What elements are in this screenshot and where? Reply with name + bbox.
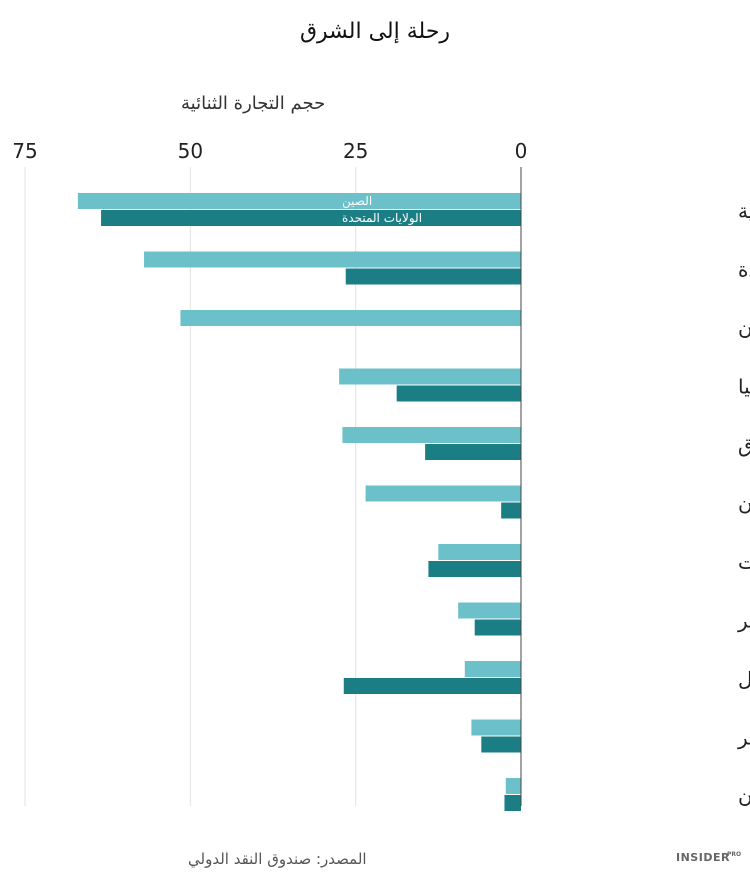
- chart-title: رحلة إلى الشرق: [300, 19, 450, 44]
- bars: [77, 193, 522, 811]
- x-axis-title: حجم التجارة الثنائية: [181, 93, 325, 114]
- bar-0-series-0: [77, 193, 521, 209]
- bar-0-series-1: [101, 210, 521, 226]
- bar-9-series-0: [471, 719, 521, 736]
- brand-logo-sup: PRO: [727, 851, 741, 858]
- bar-10-series-0: [505, 778, 521, 794]
- bar-5-series-0: [365, 485, 521, 502]
- bar-7-series-0: [458, 602, 521, 619]
- bar-3-series-1: [396, 385, 521, 402]
- series-label-0: الصين: [342, 194, 372, 209]
- x-tick-50: 50: [178, 139, 203, 163]
- category-label-7: قطر: [737, 609, 750, 633]
- category-label-1: الإمارات العربية المتحدة: [738, 258, 750, 282]
- category-label-0: المملكة العربية السعودية: [738, 199, 750, 223]
- x-axis-ticks: 75 50 25 0: [12, 139, 527, 163]
- category-label-6: الكويت: [738, 550, 750, 574]
- series-labels: الصين الولايات المتحدة: [342, 194, 422, 226]
- bar-6-series-0: [438, 544, 521, 560]
- bar-2-series-0: [180, 310, 521, 326]
- bar-4-series-1: [425, 444, 521, 460]
- brand-logo: INSIDER: [676, 851, 730, 864]
- bar-8-series-0: [464, 661, 521, 677]
- x-tick-25: 25: [343, 139, 368, 163]
- bar-5-series-1: [501, 502, 521, 519]
- series-label-1: الولايات المتحدة: [342, 211, 422, 226]
- category-label-5: عمان: [738, 492, 750, 516]
- bar-1-series-0: [144, 251, 522, 268]
- bar-6-series-1: [428, 561, 521, 577]
- bar-9-series-1: [481, 736, 521, 753]
- bar-3-series-0: [339, 368, 521, 385]
- bar-7-series-1: [474, 619, 521, 636]
- x-tick-0: 0: [515, 139, 528, 163]
- category-labels: المملكة العربية السعودية الإمارات العربية…: [737, 199, 750, 808]
- bar-10-series-1: [504, 795, 521, 811]
- category-label-8: إسرائيل: [738, 667, 750, 692]
- x-tick-75: 75: [12, 139, 37, 163]
- bar-4-series-0: [342, 427, 521, 443]
- source-note: المصدر: صندوق النقد الدولي: [188, 850, 367, 869]
- category-label-9: مصر: [737, 726, 750, 750]
- category-label-10: الأردن: [738, 784, 750, 808]
- category-label-3: تركيا: [738, 375, 750, 399]
- category-label-2: إيران: [738, 316, 750, 341]
- category-label-4: العراق: [738, 433, 750, 457]
- bar-1-series-1: [345, 268, 521, 285]
- bar-8-series-1: [343, 678, 521, 694]
